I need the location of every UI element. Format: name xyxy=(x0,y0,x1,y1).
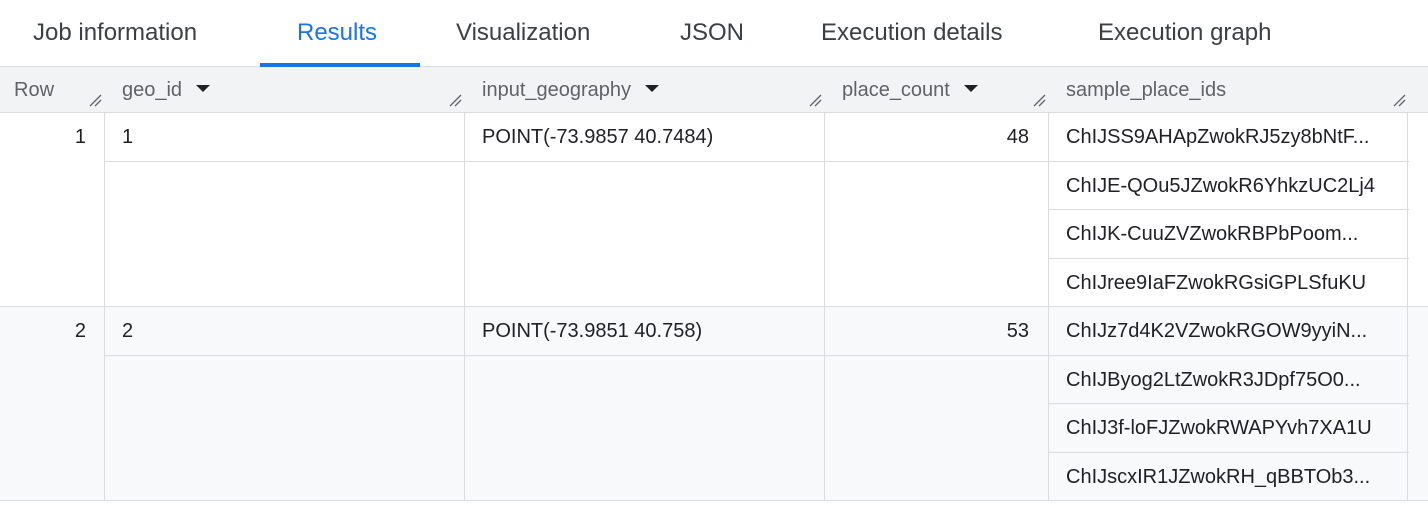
array-item[interactable]: ChIJ3f-loFJZwokRWAPYvh7XA1U xyxy=(1049,404,1409,453)
column-header-input-geography[interactable]: input_geography xyxy=(482,67,660,113)
array-item[interactable]: ChIJscxIR1JZwokRH_qBBTOb3... xyxy=(1049,453,1409,502)
array-item[interactable]: ChIJK-CuuZVZwokRBPbPoom... xyxy=(1049,210,1409,259)
array-item[interactable]: ChIJSS9AHApZwokRJ5zy8bNtF... xyxy=(1049,113,1409,162)
geo-id-cell[interactable]: 2 xyxy=(104,307,465,500)
array-item[interactable]: ChIJByog2LtZwokR3JDpf75O0... xyxy=(1049,356,1409,404)
column-label: input_geography xyxy=(482,79,632,101)
tab-bar: Job information Results Visualization JS… xyxy=(0,0,1428,67)
sample-place-ids-cell: ChIJSS9AHApZwokRJ5zy8bNtF... ChIJE-QOu5J… xyxy=(1048,113,1409,308)
active-tab-indicator xyxy=(260,63,420,67)
tab-job-information[interactable]: Job information xyxy=(33,19,198,46)
row-number: 1 xyxy=(74,126,86,148)
input-geography-cell[interactable]: POINT(-73.9857 40.7484) xyxy=(464,113,825,306)
cell-text: ChIJ3f-loFJZwokRWAPYvh7XA1U xyxy=(1066,417,1372,439)
array-item[interactable]: ChIJz7d4K2VZwokRGOW9yyiN... xyxy=(1049,307,1409,356)
cell-text: ChIJree9IaFZwokRGsiGPLSfuKU xyxy=(1066,271,1367,294)
table-row: 2 2 POINT(-73.9851 40.758) 53 ChIJz7d4K2… xyxy=(0,307,1428,501)
cell-text: ChIJE-QOu5JZwokR6YhkzUC2Lj4 xyxy=(1066,174,1375,197)
row-number-cell: 2 xyxy=(0,307,104,500)
row-number-cell: 1 xyxy=(0,113,104,306)
table-header: Row geo_id input_geography place_count s… xyxy=(0,67,1428,113)
cell-text: 48 xyxy=(1006,126,1029,148)
cell-text: ChIJSS9AHApZwokRJ5zy8bNtF... xyxy=(1066,126,1370,148)
array-item[interactable]: ChIJree9IaFZwokRGsiGPLSfuKU xyxy=(1049,259,1409,308)
sort-caret-icon[interactable] xyxy=(963,85,978,93)
place-count-cell[interactable]: 53 xyxy=(824,307,1049,500)
cell-text: POINT(-73.9857 40.7484) xyxy=(482,126,714,148)
cell-text: POINT(-73.9851 40.758) xyxy=(482,320,703,342)
table-row: 1 1 POINT(-73.9857 40.7484) 48 ChIJSS9AH… xyxy=(0,113,1428,307)
column-label: Row xyxy=(14,79,55,101)
column-resize-handle[interactable] xyxy=(808,93,822,107)
tab-execution-graph[interactable]: Execution graph xyxy=(1098,19,1272,46)
column-header-row: Row xyxy=(14,67,54,113)
tab-execution-details[interactable]: Execution details xyxy=(821,19,1003,46)
input-geography-cell[interactable]: POINT(-73.9851 40.758) xyxy=(464,307,825,500)
cell-text: 1 xyxy=(122,126,134,148)
column-header-place-count[interactable]: place_count xyxy=(842,67,978,113)
sample-place-ids-cell: ChIJz7d4K2VZwokRGOW9yyiN... ChIJByog2LtZ… xyxy=(1048,307,1409,502)
tab-visualization[interactable]: Visualization xyxy=(456,19,591,46)
place-count-cell[interactable]: 48 xyxy=(824,113,1049,306)
column-label: sample_place_ids xyxy=(1066,79,1227,101)
tab-json[interactable]: JSON xyxy=(680,19,745,46)
column-header-sample-place-ids[interactable]: sample_place_ids xyxy=(1066,67,1226,113)
column-resize-handle[interactable] xyxy=(88,93,102,107)
cell-text: ChIJscxIR1JZwokRH_qBBTOb3... xyxy=(1066,465,1371,488)
cell-text: ChIJz7d4K2VZwokRGOW9yyiN... xyxy=(1066,320,1368,342)
column-header-geo-id[interactable]: geo_id xyxy=(122,67,211,113)
cell-text: ChIJByog2LtZwokR3JDpf75O0... xyxy=(1066,368,1361,391)
sort-caret-icon[interactable] xyxy=(196,85,211,93)
cell-text: 53 xyxy=(1006,320,1029,342)
tab-results[interactable]: Results xyxy=(297,19,378,46)
column-resize-handle[interactable] xyxy=(1032,93,1046,107)
cell-text: ChIJK-CuuZVZwokRBPbPoom... xyxy=(1066,223,1359,245)
column-label: geo_id xyxy=(122,79,183,101)
row-number: 2 xyxy=(74,320,86,342)
column-resize-handle[interactable] xyxy=(1392,93,1406,107)
column-label: place_count xyxy=(842,79,950,101)
cell-text: 2 xyxy=(122,320,134,342)
column-resize-handle[interactable] xyxy=(448,93,462,107)
array-item[interactable]: ChIJE-QOu5JZwokR6YhkzUC2Lj4 xyxy=(1049,162,1409,210)
sort-caret-icon[interactable] xyxy=(645,85,660,93)
geo-id-cell[interactable]: 1 xyxy=(104,113,465,306)
